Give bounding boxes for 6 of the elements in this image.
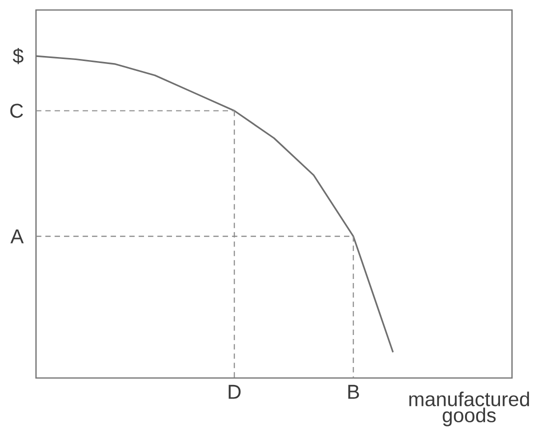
text: A bbox=[10, 229, 24, 244]
x-axis-title: manufactured goods bbox=[409, 392, 530, 426]
x-tick-label: D bbox=[228, 384, 241, 399]
text: $ bbox=[12, 48, 24, 64]
text: C bbox=[10, 104, 23, 118]
x-tick-label: B bbox=[348, 384, 359, 399]
